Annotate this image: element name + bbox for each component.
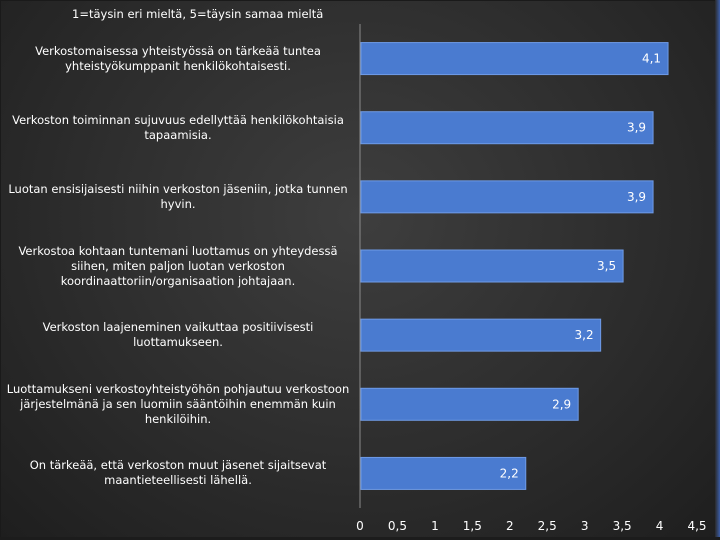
x-tick-label: 0,5 <box>388 519 407 533</box>
data-label: 4,1 <box>642 52 661 66</box>
category-label: Luotan ensisijaisesti niihin verkoston j… <box>8 181 348 211</box>
x-tick-label: 1,5 <box>463 519 482 533</box>
x-tick-label: 0 <box>356 519 364 533</box>
bar <box>360 180 654 214</box>
bar <box>360 42 669 76</box>
x-tick-label: 2,5 <box>538 519 557 533</box>
bar <box>360 249 624 283</box>
bar <box>360 318 602 352</box>
x-tick-label: 3,5 <box>613 519 632 533</box>
data-label: 3,5 <box>597 259 616 273</box>
category-label: Luottamukseni verkostoyhteistyöhön pohja… <box>6 381 350 426</box>
category-label: On tärkeää, että verkoston muut jäsenet … <box>29 458 327 488</box>
x-tick-label: 4 <box>656 519 664 533</box>
data-label: 3,9 <box>627 121 646 135</box>
category-label: Verkoston toiminnan sujuvuus edellyttää … <box>12 112 344 142</box>
x-tick-label: 3 <box>581 519 589 533</box>
data-label: 3,2 <box>575 328 594 342</box>
x-tick-label: 1 <box>431 519 439 533</box>
bar <box>360 387 579 421</box>
bar <box>360 456 527 490</box>
data-label: 2,2 <box>500 466 519 480</box>
data-label: 3,9 <box>627 190 646 204</box>
window-bottom-edge <box>0 537 720 540</box>
chart-title: 1=täysin eri mieltä, 5=täysin samaa miel… <box>72 7 324 21</box>
x-tick-label: 4,5 <box>687 519 706 533</box>
x-tick-label: 2 <box>506 519 514 533</box>
bar <box>360 111 654 145</box>
category-label: Verkoston laajeneminen vaikuttaa positii… <box>42 320 314 350</box>
category-label: Verkostomaisessa yhteistyössä on tärkeää… <box>35 43 321 73</box>
data-label: 2,9 <box>552 397 571 411</box>
window-edge <box>715 0 720 540</box>
category-label: Verkostoa kohtaan tuntemani luottamus on… <box>18 243 338 288</box>
